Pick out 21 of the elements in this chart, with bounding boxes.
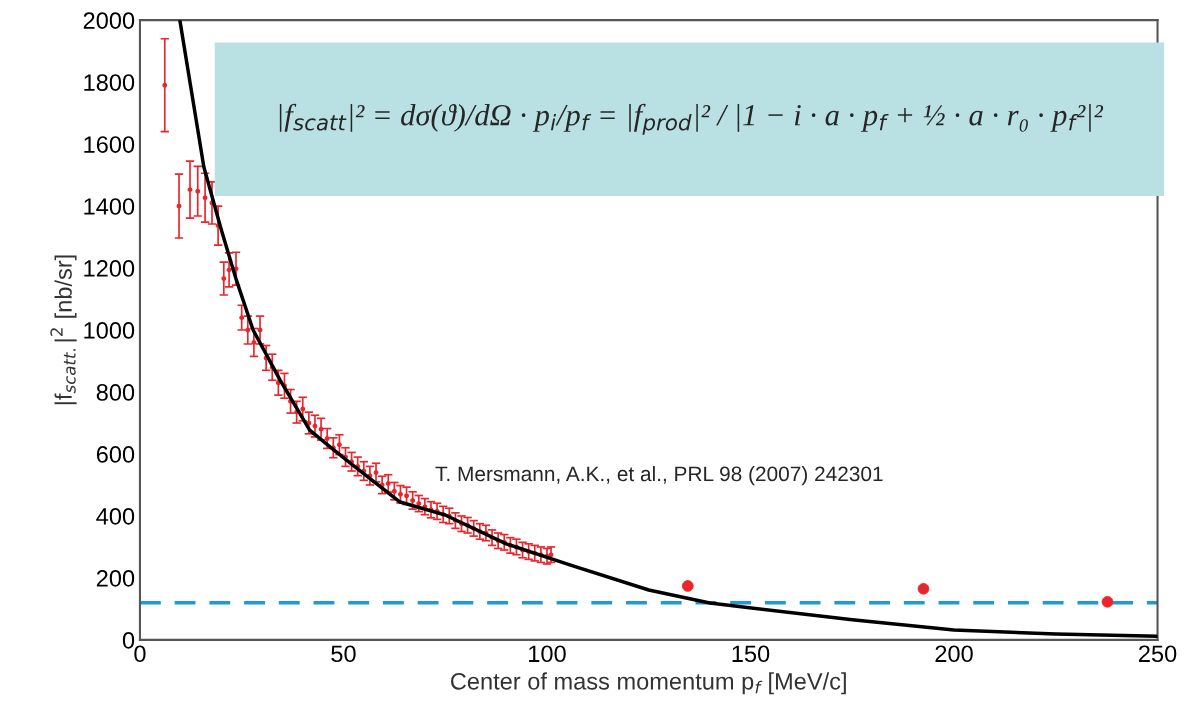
text: |f$_{scatt}$|² = dσ(ϑ)/dΩ · p$_{i}$/p$_{f}$ = |f$_{prod}$|² / |1 − i · a · p$_{f}$ + ½ · a · r₀ · p$_{f}$²|² [279, 103, 1104, 135]
x-tick-label: 200 [935, 645, 973, 663]
y-tick-label: 2000 [83, 12, 135, 29]
annotation: T. Mersmann, A.K., et al., PRL 98 (2007) 242301 [435, 465, 883, 486]
x-tick-label: 100 [529, 645, 566, 663]
y-tick-label: 200 [96, 570, 135, 587]
x-tick-label: 150 [732, 645, 770, 663]
y-tick-label: 600 [96, 446, 135, 463]
x-tick-label: 0 [134, 645, 146, 663]
x-axis-title: Center of mass momentum p$_{f}$ [MeV/c] [451, 672, 846, 695]
y-tick-label: 1400 [84, 198, 135, 215]
y-tick-label: 1800 [84, 74, 135, 91]
y-tick-label: 400 [96, 508, 135, 525]
y-tick-label: 800 [96, 384, 135, 401]
x-tick-label: 50 [331, 645, 356, 663]
y-axis-title: |f$_{scatt.}$|$^{2}$ [nb/sr] [50, 255, 77, 405]
y-tick-label: 1200 [84, 260, 135, 277]
y-tick-label: 0 [122, 631, 135, 649]
x-tick-label: 250 [1139, 645, 1177, 663]
y-tick-label: 1000 [84, 322, 135, 339]
y-tick-label: 1600 [84, 136, 135, 153]
